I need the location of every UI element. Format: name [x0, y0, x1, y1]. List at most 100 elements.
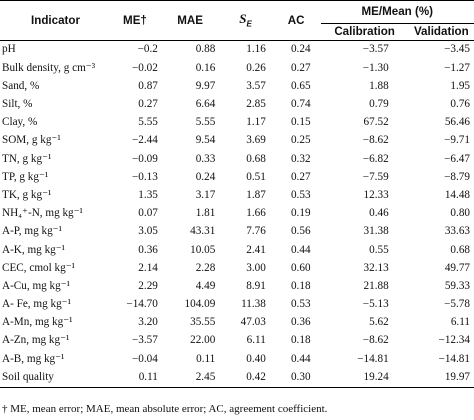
- cell-me: −2.44: [131, 134, 158, 147]
- cell-indicator: Clay, %: [2, 116, 38, 129]
- cell-me: 0.87: [138, 79, 158, 92]
- cell-validation: 59.33: [444, 279, 470, 292]
- cell-calibration: 5.62: [369, 316, 389, 329]
- cell-mae: 22.00: [190, 334, 216, 347]
- cell-calibration: 67.52: [363, 116, 389, 129]
- cell-validation: −5.78: [444, 298, 470, 311]
- cell-calibration: −3.57: [362, 43, 389, 56]
- cell-validation: −8.79: [444, 170, 470, 183]
- cell-me: 1.35: [138, 188, 158, 201]
- cell-calibration: −6.82: [362, 152, 389, 165]
- cell-indicator: Silt, %: [2, 98, 33, 111]
- cell-calibration: −7.59: [362, 170, 389, 183]
- cell-se: 0.26: [246, 61, 266, 74]
- cell-me: 3.20: [138, 316, 158, 329]
- cell-mae: 0.16: [195, 61, 216, 74]
- cell-ac: 0.27: [290, 61, 311, 74]
- cell-ac: 0.24: [290, 43, 311, 56]
- table-row: Silt, % 0.27 6.64 2.85 0.74 0.79 0.76: [0, 96, 474, 114]
- cell-indicator: A-Cu, mg kg⁻¹: [2, 279, 70, 292]
- cell-me: 0.27: [138, 98, 158, 111]
- cell-ac: 0.19: [290, 207, 311, 220]
- se-subscript: E: [246, 19, 252, 29]
- cell-indicator: A-Zn, mg kg⁻¹: [2, 334, 70, 347]
- table-row: A-B, mg kg⁻¹ −0.04 0.11 0.40 0.44 −14.81 −14.8…: [0, 350, 474, 368]
- cell-indicator: A-Mn, mg kg⁻¹: [2, 316, 73, 329]
- cell-mae: 3.17: [195, 188, 216, 201]
- cell-calibration: −5.13: [362, 298, 389, 311]
- table-body: pH −0.2 0.88 1.16 0.24 −3.57 −3.45 Bulk density…: [0, 41, 474, 388]
- cell-se: 2.85: [246, 98, 266, 111]
- cell-validation: −14.81: [438, 352, 470, 365]
- cell-validation: 0.68: [450, 243, 470, 256]
- cell-se: 47.03: [240, 316, 266, 329]
- cell-se: 8.91: [246, 279, 266, 292]
- se-symbol: S: [239, 11, 247, 27]
- table-row: TP, g kg⁻¹ −0.13 0.24 0.51 0.27 −7.59 −8.79: [0, 168, 474, 186]
- table-row: CEC, cmol kg⁻¹ 2.14 2.28 3.00 0.60 32.13 49.77: [0, 259, 474, 277]
- cell-me: −0.2: [137, 43, 158, 56]
- cell-ac: 0.60: [290, 261, 311, 274]
- cell-se: 1.17: [246, 116, 266, 129]
- table-row: SOM, g kg⁻¹ −2.44 9.54 3.69 0.25 −8.62 −9.71: [0, 132, 474, 150]
- cell-indicator: TN, g kg⁻¹: [2, 152, 52, 165]
- table-row: A-K, mg kg⁻¹ 0.36 10.05 2.41 0.44 0.55 0.68: [0, 241, 474, 259]
- cell-mae: 10.05: [190, 243, 216, 256]
- cell-mae: 0.24: [195, 170, 216, 183]
- cell-ac: 0.27: [290, 170, 311, 183]
- cell-validation: −6.47: [444, 152, 470, 165]
- cell-calibration: 0.46: [369, 207, 389, 220]
- table-row: A-P, mg kg⁻¹ 3.05 43.31 7.76 0.56 31.38 33.63: [0, 223, 474, 241]
- cell-mae: 0.33: [195, 152, 216, 165]
- cell-ac: 0.53: [290, 298, 311, 311]
- table-header: Indicator ME† MAE SE AC ME/Mean (%) Cali…: [0, 0, 474, 41]
- cell-se: 0.51: [246, 170, 266, 183]
- cell-ac: 0.53: [290, 188, 311, 201]
- cell-calibration: −14.81: [357, 352, 389, 365]
- header-mae: MAE: [160, 0, 220, 41]
- accuracy-table: Indicator ME† MAE SE AC ME/Mean (%) Cali…: [0, 0, 474, 388]
- cell-calibration: −1.30: [362, 61, 389, 74]
- cell-indicator: TP, g kg⁻¹: [2, 170, 49, 183]
- cell-se: 3.57: [246, 79, 266, 92]
- footnote: † ME, mean error; MAE, mean absolute err…: [2, 403, 328, 415]
- table-row: TN, g kg⁻¹ −0.09 0.33 0.68 0.32 −6.82 −6.47: [0, 150, 474, 168]
- header-me: ME†: [109, 0, 161, 41]
- table-row: A-Mn, mg kg⁻¹ 3.20 35.55 47.03 0.36 5.62 6.11: [0, 314, 474, 332]
- table-row: TK, g kg⁻¹ 1.35 3.17 1.87 0.53 12.33 14.48: [0, 187, 474, 205]
- header-indicator: Indicator: [0, 0, 110, 41]
- cell-indicator: A- Fe, mg kg⁻¹: [2, 298, 71, 311]
- cell-ac: 0.36: [290, 316, 311, 329]
- header-ac: AC: [271, 0, 321, 41]
- cell-se: 0.40: [246, 352, 266, 365]
- cell-indicator: CEC, cmol kg⁻¹: [2, 261, 75, 274]
- cell-se: 6.11: [246, 334, 266, 347]
- cell-validation: −3.45: [444, 43, 470, 56]
- cell-calibration: 0.79: [369, 98, 389, 111]
- table-row: A-Zn, mg kg⁻¹ −3.57 22.00 6.11 0.18 −8.62 −12.…: [0, 332, 474, 350]
- cell-validation: 33.63: [444, 225, 470, 238]
- cell-calibration: −8.62: [362, 134, 389, 147]
- table-row: A-Cu, mg kg⁻¹ 2.29 4.49 8.91 0.18 21.88 59.33: [0, 277, 474, 295]
- cell-ac: 0.18: [290, 334, 311, 347]
- cell-mae: 43.31: [190, 225, 216, 238]
- cell-me: −0.13: [131, 170, 158, 183]
- cell-mae: 2.45: [160, 368, 220, 388]
- header-group-me-mean: ME/Mean (%): [320, 0, 474, 24]
- header-calibration: Calibration: [320, 23, 409, 41]
- cell-me: 0.07: [138, 207, 158, 220]
- cell-se: 2.41: [246, 243, 266, 256]
- cell-se: 1.66: [246, 207, 266, 220]
- cell-calibration: −8.62: [362, 334, 389, 347]
- cell-indicator: Soil quality: [0, 368, 110, 388]
- cell-se: 11.38: [241, 298, 266, 311]
- cell-calibration: 21.88: [363, 279, 389, 292]
- cell-calibration: 1.88: [369, 79, 389, 92]
- cell-indicator: Sand, %: [2, 79, 40, 92]
- cell-validation: 6.11: [450, 316, 470, 329]
- cell-mae: 9.54: [195, 134, 216, 147]
- table-row: Sand, % 0.87 9.97 3.57 0.65 1.88 1.95: [0, 77, 474, 95]
- header-validation: Validation: [408, 23, 474, 41]
- cell-mae: 1.81: [195, 207, 216, 220]
- cell-ac: 0.65: [290, 79, 311, 92]
